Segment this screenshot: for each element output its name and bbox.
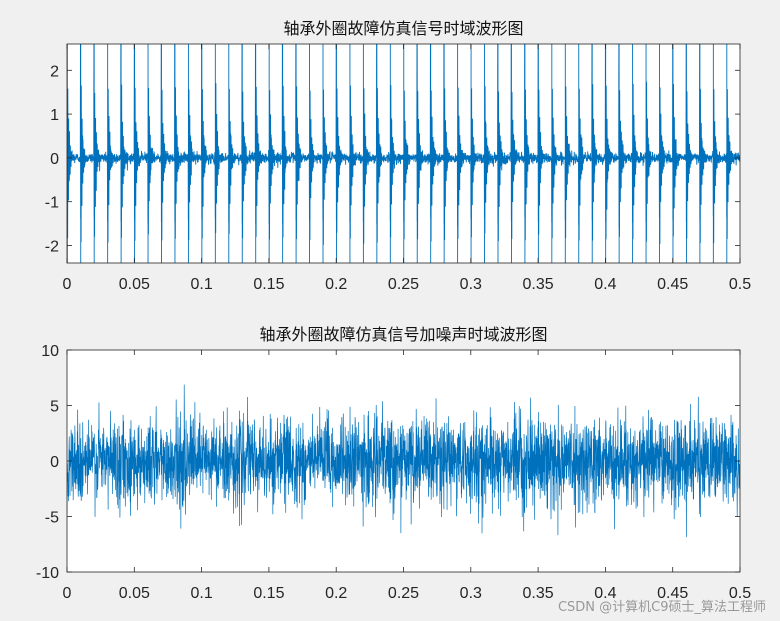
x-tick-label: 0.3 <box>460 276 482 293</box>
x-tick-label: 0 <box>63 276 72 293</box>
x-tick-label: 0.25 <box>388 276 419 293</box>
x-tick-label: 0.5 <box>729 276 751 293</box>
x-tick-label: 0.4 <box>594 585 616 602</box>
x-tick-label: 0.5 <box>729 585 751 602</box>
x-tick-label: 0.05 <box>119 276 150 293</box>
x-tick-label: 0 <box>63 585 72 602</box>
x-tick-label: 0.2 <box>325 276 347 293</box>
signal-line <box>67 44 740 263</box>
y-tick-label: 1 <box>50 107 59 124</box>
y-tick-label: -1 <box>45 195 59 212</box>
x-tick-label: 0.2 <box>325 585 347 602</box>
x-tick-label: 0.3 <box>460 585 482 602</box>
series-waveform <box>67 384 740 538</box>
chart-title: 轴承外圈故障仿真信号时域波形图 <box>283 19 523 38</box>
chart-title: 轴承外圈故障仿真信号加噪声时域波形图 <box>259 325 547 344</box>
series-waveform <box>67 44 740 263</box>
y-tick-label: 0 <box>50 151 59 168</box>
y-tick-label: -5 <box>45 510 59 527</box>
y-tick-label: -2 <box>45 238 59 255</box>
x-tick-label: 0.35 <box>523 276 554 293</box>
y-tick-label: 10 <box>41 343 59 360</box>
x-tick-label: 0.15 <box>253 276 284 293</box>
x-tick-label: 0.1 <box>190 585 212 602</box>
x-tick-label: 0.45 <box>657 585 688 602</box>
watermark: CSDN @计算机C9硕士_算法工程师 <box>557 600 766 615</box>
x-tick-label: 0.35 <box>523 585 554 602</box>
y-tick-label: 0 <box>50 454 59 471</box>
x-tick-label: 0.15 <box>253 585 284 602</box>
x-tick-label: 0.25 <box>388 585 419 602</box>
x-tick-label: 0.45 <box>657 276 688 293</box>
y-tick-label: -10 <box>36 565 59 582</box>
x-tick-label: 0.1 <box>190 276 212 293</box>
y-tick-label: 5 <box>50 399 59 416</box>
x-tick-label: 0.4 <box>594 276 616 293</box>
noisy-signal-line <box>67 384 740 538</box>
x-tick-label: 0.05 <box>119 585 150 602</box>
subplot-time-domain-signal: 0 0.05 0.1 0.15 0.2 0.25 0.3 0.35 0.4 0.45 0.5 -2 -1… <box>45 19 751 293</box>
subplot-noisy-signal: 0 0.05 0.1 0.15 0.2 0.25 0.3 0.35 0.4 0.45 0.5 -10 -… <box>36 325 751 602</box>
y-tick-label: 2 <box>50 63 59 80</box>
